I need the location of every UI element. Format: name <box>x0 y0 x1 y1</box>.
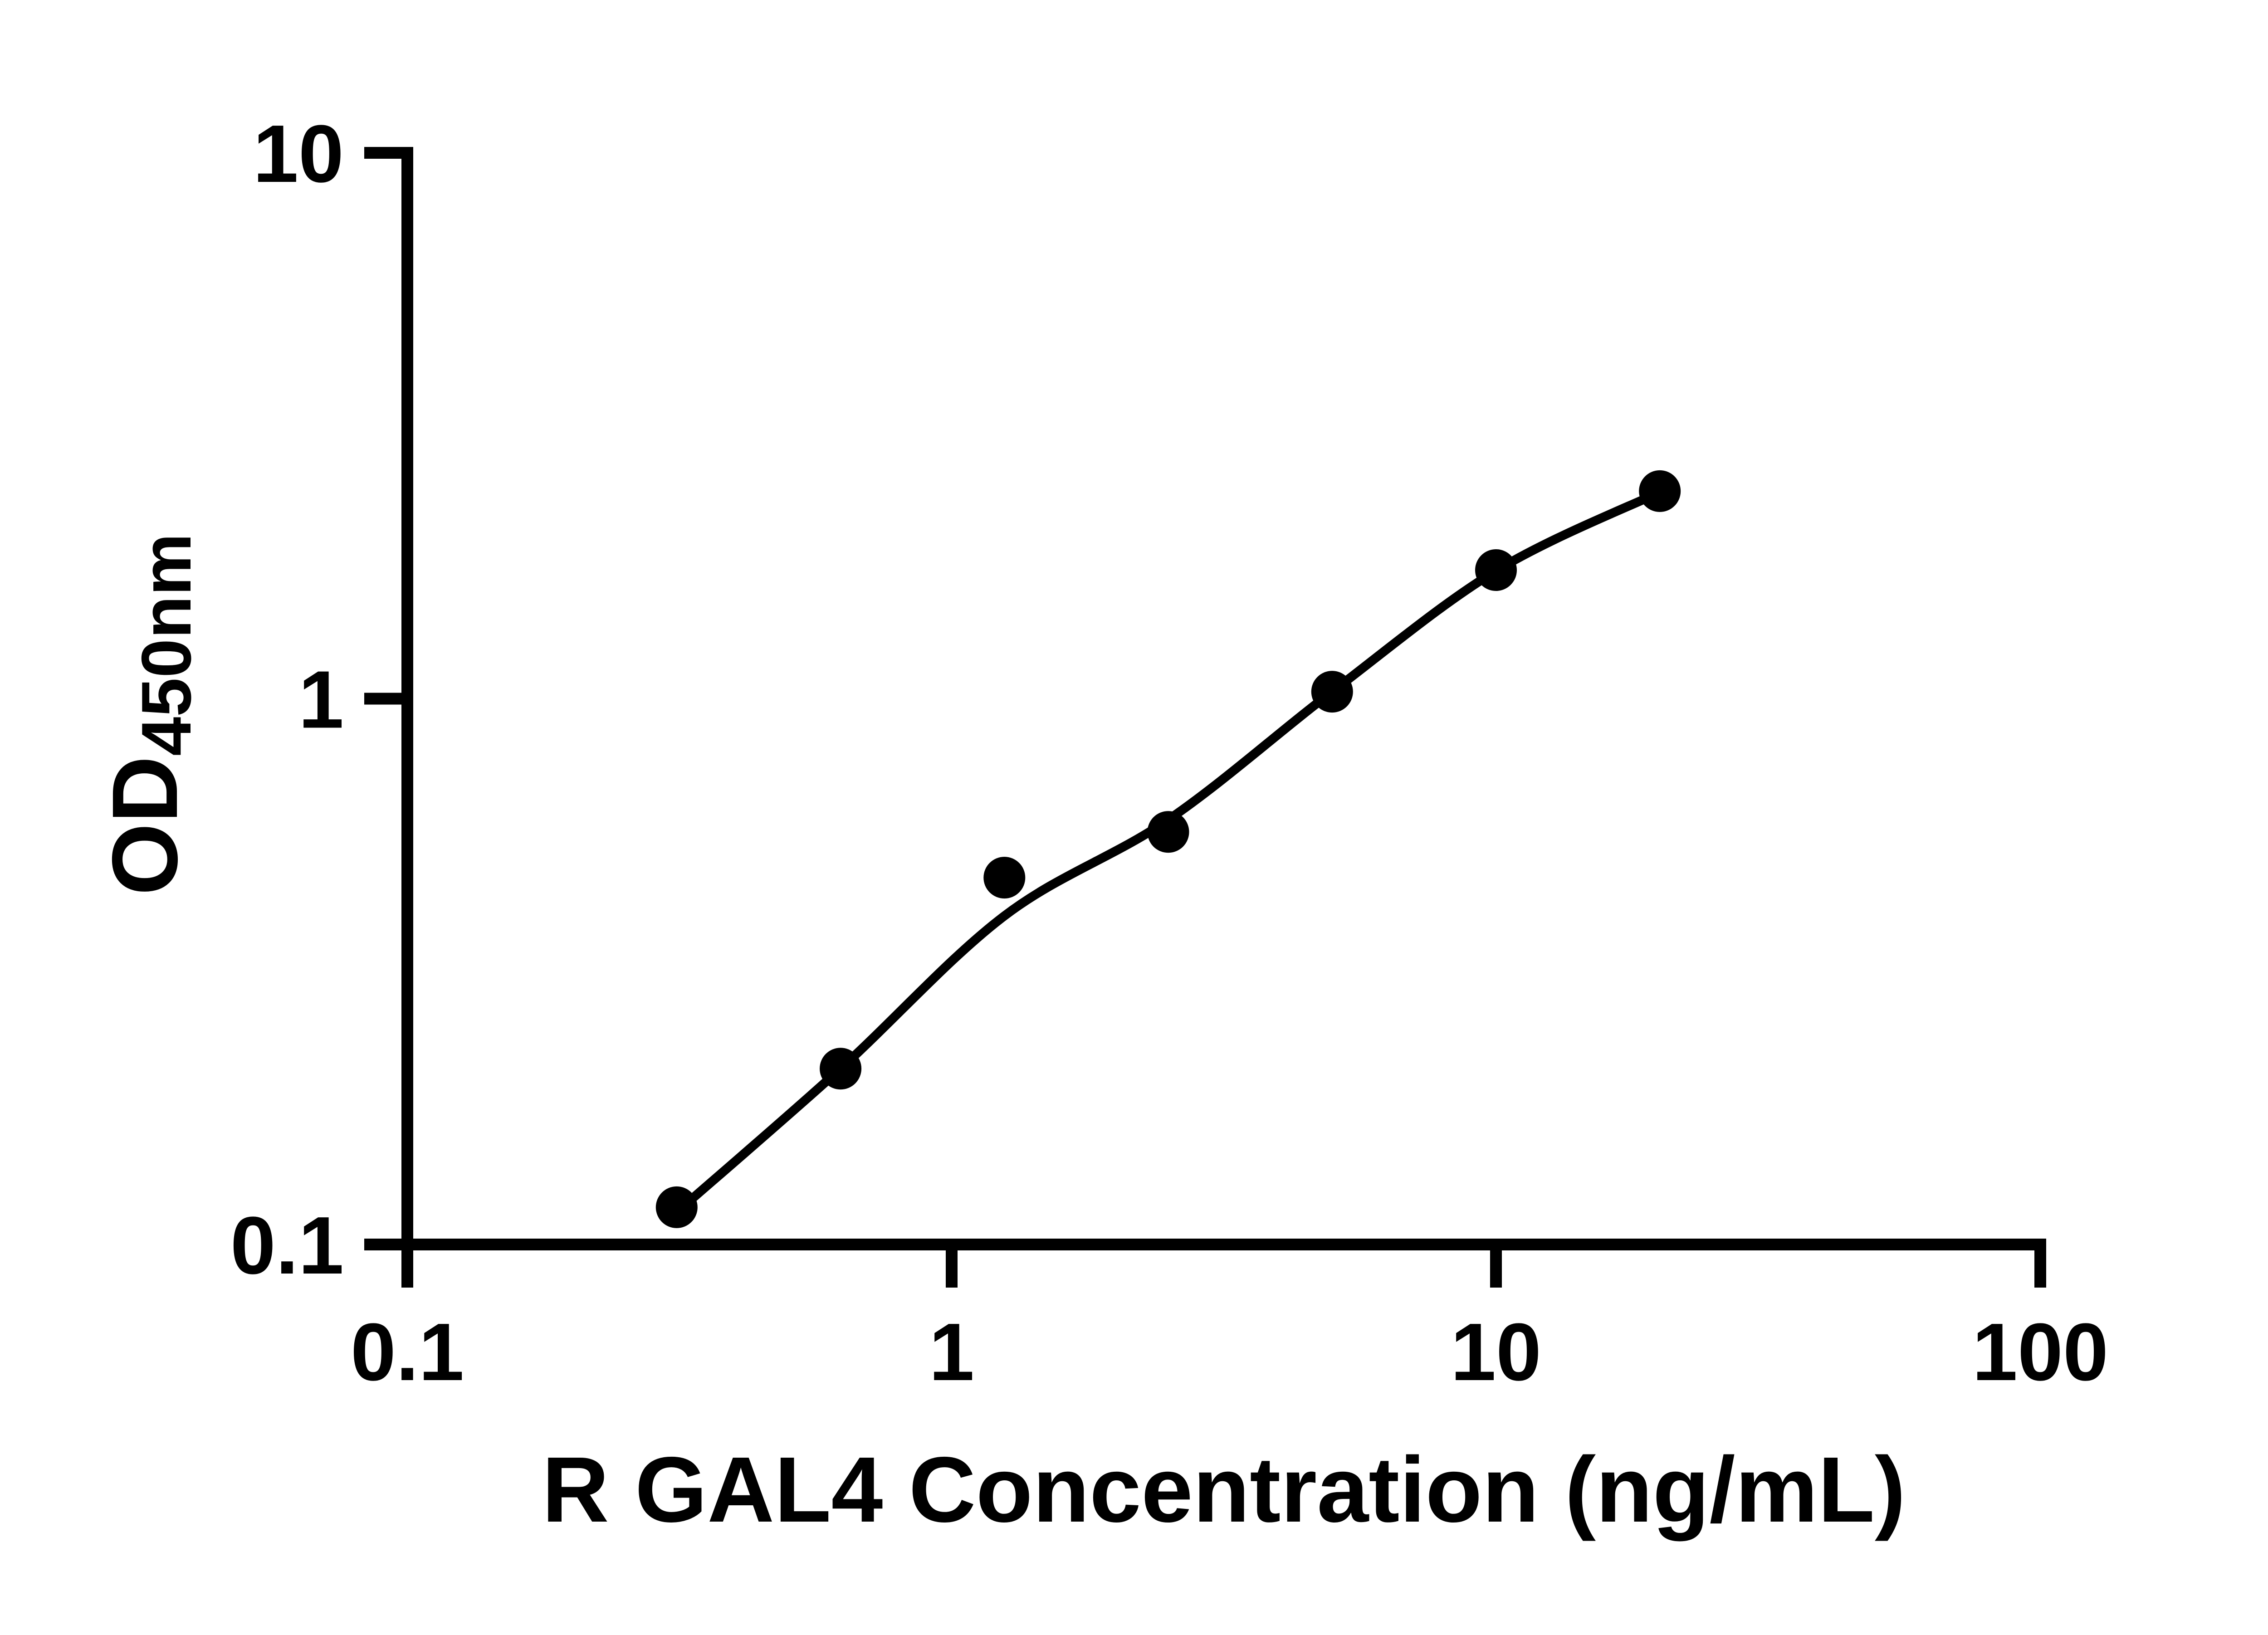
x-axis-tick-label: 0.1 <box>351 1307 464 1398</box>
x-axis-tick-label: 100 <box>1972 1307 2108 1398</box>
x-axis-title: R GAL4 Concentration (ng/mL) <box>542 1438 1906 1542</box>
data-point <box>820 1048 862 1090</box>
y-axis-tick-label: 10 <box>253 108 344 200</box>
x-axis-tick-label: 1 <box>929 1307 974 1398</box>
data-point <box>655 1186 698 1228</box>
y-axis-title: OD450nm <box>93 533 205 896</box>
y-axis-tick-label: 1 <box>298 654 344 746</box>
x-axis-tick-label: 10 <box>1451 1307 1541 1398</box>
data-point <box>1311 671 1353 713</box>
data-point <box>1639 470 1681 512</box>
data-point <box>1147 811 1189 853</box>
data-point <box>1475 549 1517 591</box>
data-point <box>983 857 1026 899</box>
y-axis-tick-label: 0.1 <box>230 1200 344 1291</box>
